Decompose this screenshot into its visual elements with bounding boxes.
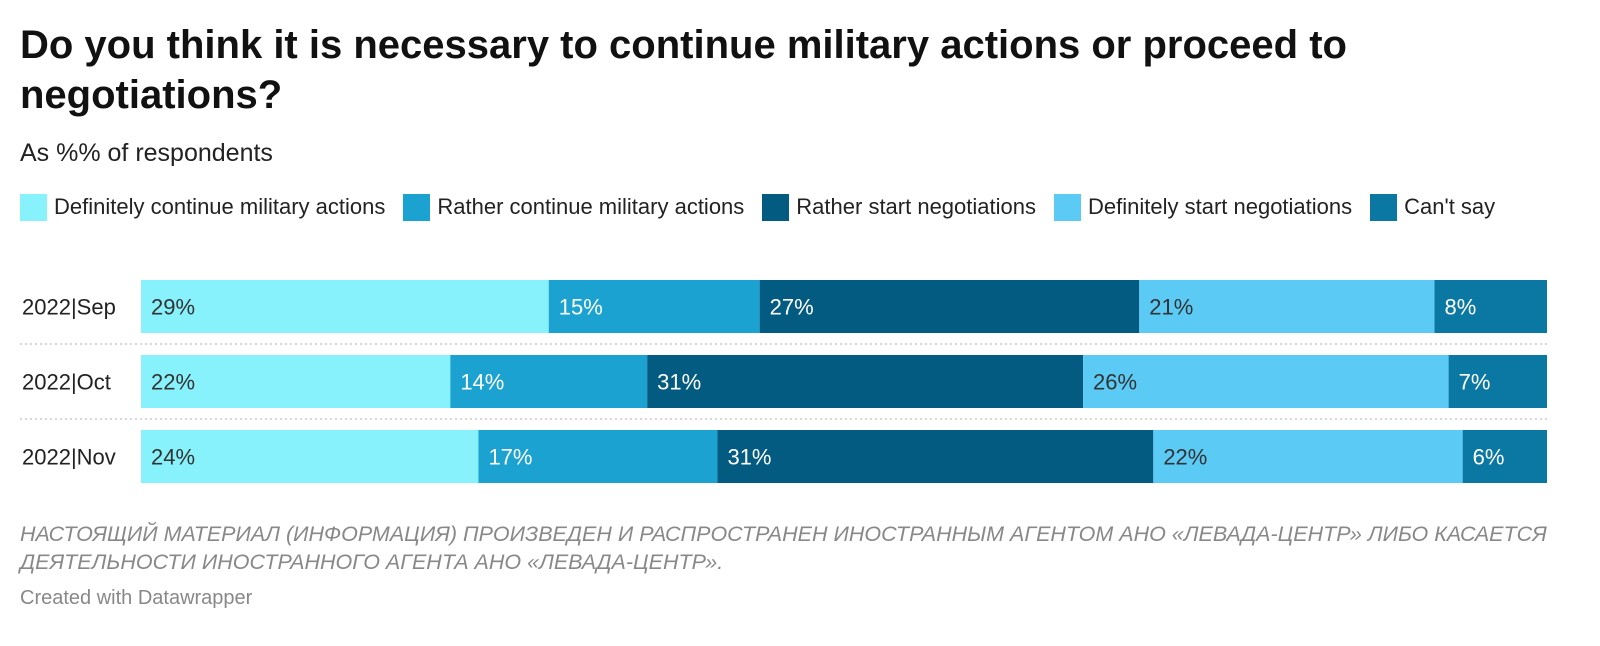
bar-segment	[141, 355, 451, 408]
data-label: 22%	[151, 370, 195, 395]
bar-segment	[141, 280, 549, 333]
bar-segment	[478, 430, 718, 483]
bar-segment	[759, 280, 1140, 333]
legend-item: Definitely start negotiations	[1054, 193, 1352, 221]
legend-label: Definitely continue military actions	[54, 194, 386, 219]
datawrapper-credit: Created with Datawrapper	[20, 587, 253, 609]
legend-label: Definitely start negotiations	[1088, 194, 1353, 219]
legend-swatch	[762, 193, 790, 221]
bar-segment	[717, 430, 1154, 483]
data-label: 29%	[151, 295, 195, 320]
data-label: 14%	[460, 370, 504, 395]
legend-swatch	[403, 193, 431, 221]
bar-segment	[141, 430, 479, 483]
legend: Definitely continue military actions Rat…	[20, 193, 1560, 221]
data-label: 15%	[559, 295, 603, 320]
row-label: 2022|Oct	[22, 370, 111, 395]
stacked-bar-chart: 2022|Sep 29% 15% 27% 21% 8% 2022|Oct 22% 14% 31% 2…	[20, 280, 1547, 483]
row-label: 2022|Nov	[22, 445, 116, 470]
bar-segment	[1462, 430, 1547, 483]
bar-segment	[1153, 430, 1463, 483]
bar-segment	[647, 355, 1084, 408]
bar-segment	[1448, 355, 1547, 408]
data-label: 22%	[1163, 445, 1207, 470]
data-label: 31%	[727, 445, 771, 470]
legend-swatch	[1370, 193, 1398, 221]
data-label: 8%	[1445, 295, 1477, 320]
legend-label: Can't say	[1404, 194, 1496, 219]
data-label: 21%	[1149, 295, 1193, 320]
bar-segment	[548, 280, 760, 333]
bar-segment	[1434, 280, 1547, 333]
data-label: 17%	[488, 445, 532, 470]
legend-item: Definitely continue military actions	[20, 193, 385, 221]
legend-label: Rather start negotiations	[796, 194, 1036, 219]
bar-segment	[1139, 280, 1435, 333]
foreign-agent-notice: НАСТОЯЩИЙ МАТЕРИАЛ (ИНФОРМАЦИЯ) ПРОИЗВЕД…	[20, 522, 1547, 574]
bar-segment	[450, 355, 648, 408]
legend-item: Rather continue military actions	[403, 193, 744, 221]
data-label: 31%	[657, 370, 701, 395]
data-label: 24%	[151, 445, 195, 470]
data-label: 26%	[1093, 370, 1137, 395]
legend-item: Can't say	[1370, 193, 1495, 221]
legend-item: Rather start negotiations	[762, 193, 1036, 221]
data-label: 7%	[1459, 370, 1491, 395]
row-label: 2022|Sep	[22, 295, 116, 320]
legend-swatch	[1054, 193, 1081, 221]
legend-swatch	[20, 193, 47, 221]
legend-label: Rather continue military actions	[437, 194, 745, 219]
data-label: 27%	[770, 295, 814, 320]
chart-subtitle: As %% of respondents	[20, 139, 273, 167]
data-label: 6%	[1473, 445, 1505, 470]
bar-segment	[1083, 355, 1449, 408]
chart-title: Do you think it is necessary to continue…	[20, 23, 1347, 117]
